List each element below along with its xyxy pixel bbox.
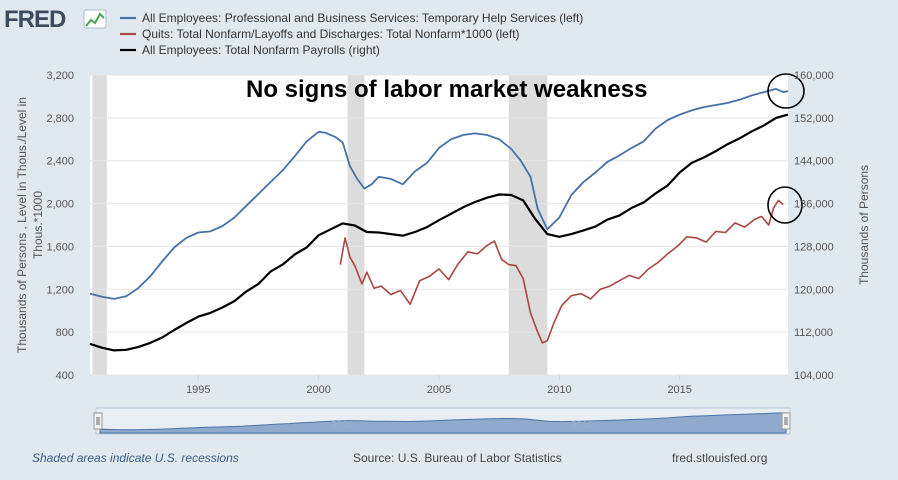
y-axis-left-title-line1: Thousands of Persons , Level in Thous./L… bbox=[15, 97, 29, 353]
y-left-tick-label: 2,800 bbox=[46, 113, 74, 125]
x-tick-label: 1995 bbox=[186, 384, 210, 396]
legend: All Employees: Professional and Business… bbox=[120, 11, 583, 57]
navigator-right-handle[interactable] bbox=[781, 412, 791, 430]
y-axis-left-ticks: 400 800 1,200 1,600 2,000 2,400 2,800 3,200 bbox=[46, 70, 74, 382]
y-right-tick-label: 152,000 bbox=[794, 113, 834, 125]
recession-band-0 bbox=[92, 75, 107, 375]
y-left-tick-label: 2,000 bbox=[46, 199, 74, 211]
y-axis-right-title: Thousands of Persons bbox=[857, 165, 871, 285]
legend-item-2[interactable]: All Employees: Total Nonfarm Payrolls (r… bbox=[142, 43, 380, 57]
navigator-label-2010: 2010 bbox=[571, 420, 594, 431]
y-axis-right-ticks: 104,000 112,000 120,000 128,000 136,000 144,0… bbox=[794, 70, 834, 382]
y-left-tick-label: 400 bbox=[56, 370, 74, 382]
x-tick-label: 2005 bbox=[427, 384, 451, 396]
source-text: Source: U.S. Bureau of Labor Statistics bbox=[353, 451, 562, 465]
navigator-series-area bbox=[99, 412, 787, 434]
y-right-tick-label: 136,000 bbox=[794, 199, 834, 211]
x-tick-label: 2000 bbox=[306, 384, 330, 396]
plot-area bbox=[90, 75, 788, 375]
highlight-circle-quits bbox=[767, 186, 803, 224]
site-link[interactable]: fred.stlouisfed.org bbox=[672, 451, 767, 465]
navigator-left-handle[interactable] bbox=[93, 412, 103, 430]
y-left-tick-label: 800 bbox=[56, 327, 74, 339]
y-right-tick-label: 128,000 bbox=[794, 241, 834, 253]
series-layer bbox=[89, 88, 789, 352]
navigator-label-2000: 2000 bbox=[331, 420, 354, 431]
fred-logo[interactable]: FRED bbox=[4, 6, 107, 33]
x-tick-label: 2015 bbox=[667, 384, 691, 396]
series-line-0 bbox=[89, 88, 789, 300]
y-left-tick-label: 1,200 bbox=[46, 284, 74, 296]
recession-note: Shaded areas indicate U.S. recessions bbox=[32, 451, 239, 465]
y-right-tick-label: 112,000 bbox=[794, 327, 833, 339]
legend-item-1[interactable]: Quits: Total Nonfarm/Layoffs and Dischar… bbox=[142, 27, 520, 41]
series-line-1 bbox=[339, 199, 784, 344]
annotation-headline: No signs of labor market weakness bbox=[246, 76, 647, 103]
series-line-2 bbox=[89, 113, 789, 352]
fred-logo-text: FRED bbox=[4, 6, 66, 33]
y-axis-left-title-line2: Thous.*1000 bbox=[31, 191, 45, 259]
fred-logo-graph-icon-line bbox=[85, 12, 105, 27]
range-navigator[interactable]: 2000 2010 bbox=[93, 407, 791, 435]
recession-band-2 bbox=[508, 75, 548, 375]
y-left-tick-label: 1,600 bbox=[46, 241, 74, 253]
x-tick-label: 2010 bbox=[547, 384, 571, 396]
highlight-circle-temp-help bbox=[767, 73, 805, 109]
x-axis-ticks: 1995 2000 2005 2010 2015 bbox=[186, 375, 692, 396]
y-left-tick-label: 3,200 bbox=[46, 70, 74, 82]
y-left-tick-label: 2,400 bbox=[46, 156, 74, 168]
y-right-tick-label: 160,000 bbox=[794, 70, 834, 82]
y-right-tick-label: 104,000 bbox=[794, 370, 834, 382]
legend-item-0[interactable]: All Employees: Professional and Business… bbox=[142, 11, 583, 25]
y-right-tick-label: 120,000 bbox=[794, 284, 834, 296]
y-right-tick-label: 144,000 bbox=[794, 156, 834, 168]
